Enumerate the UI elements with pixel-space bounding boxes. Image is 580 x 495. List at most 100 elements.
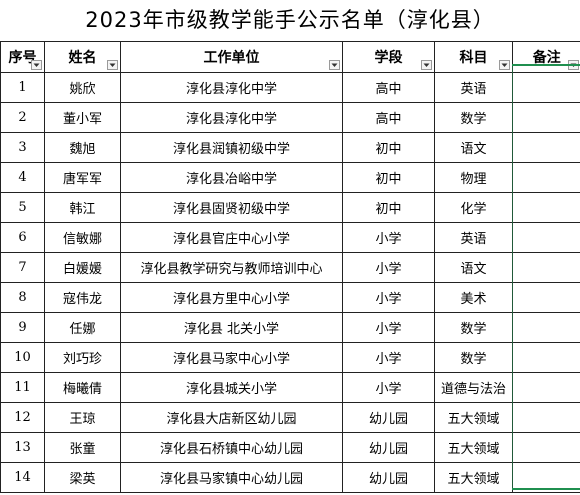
cell-no[interactable]: 2 — [0, 102, 45, 133]
cell-subject[interactable]: 英语 — [434, 222, 513, 253]
cell-remark[interactable] — [512, 132, 580, 163]
cell-no[interactable]: 1 — [0, 72, 45, 103]
cell-stage[interactable]: 高中 — [342, 102, 435, 133]
cell-remark[interactable] — [512, 402, 580, 433]
cell-stage[interactable]: 小学 — [342, 342, 435, 373]
filter-dropdown-icon[interactable] — [499, 60, 510, 70]
cell-subject[interactable]: 数学 — [434, 342, 513, 373]
cell-name[interactable]: 梁英 — [44, 462, 121, 493]
table-row: 12 王琼 淳化县大店新区幼儿园 幼儿园 五大领域 — [0, 402, 580, 433]
cell-no[interactable]: 10 — [0, 342, 45, 373]
header-label-subject: 科目 — [459, 50, 488, 66]
cell-stage[interactable]: 高中 — [342, 72, 435, 103]
cell-org[interactable]: 淳化县马家中心小学 — [120, 342, 343, 373]
cell-name[interactable]: 王琼 — [44, 402, 121, 433]
cell-name[interactable]: 信敏娜 — [44, 222, 121, 253]
filter-dropdown-icon[interactable] — [329, 60, 340, 70]
cell-no[interactable]: 4 — [0, 162, 45, 193]
cell-name[interactable]: 寇伟龙 — [44, 282, 121, 313]
cell-no[interactable]: 13 — [0, 432, 45, 463]
cell-org[interactable]: 淳化县教学研究与教师培训中心 — [120, 252, 343, 283]
header-cell-remark[interactable]: 备注 — [512, 41, 580, 73]
cell-stage[interactable]: 小学 — [342, 252, 435, 283]
cell-subject[interactable]: 五大领域 — [434, 402, 513, 433]
cell-no[interactable]: 3 — [0, 132, 45, 163]
cell-no[interactable]: 5 — [0, 192, 45, 223]
cell-stage[interactable]: 幼儿园 — [342, 432, 435, 463]
cell-subject[interactable]: 英语 — [434, 72, 513, 103]
cell-name[interactable]: 刘巧珍 — [44, 342, 121, 373]
cell-stage[interactable]: 初中 — [342, 192, 435, 223]
table-row: 8 寇伟龙 淳化县方里中心小学 小学 美术 — [0, 282, 580, 313]
filter-dropdown-icon[interactable] — [31, 60, 42, 70]
cell-subject[interactable]: 数学 — [434, 102, 513, 133]
cell-remark[interactable] — [512, 312, 580, 343]
cell-no[interactable]: 11 — [0, 372, 45, 403]
cell-org[interactable]: 淳化县官庄中心小学 — [120, 222, 343, 253]
cell-name[interactable]: 张童 — [44, 432, 121, 463]
cell-org[interactable]: 淳化县固贤初级中学 — [120, 192, 343, 223]
cell-remark[interactable] — [512, 282, 580, 313]
cell-name[interactable]: 梅曦倩 — [44, 372, 121, 403]
cell-org[interactable]: 淳化县 北关小学 — [120, 312, 343, 343]
cell-no[interactable]: 14 — [0, 462, 45, 493]
cell-subject[interactable]: 语文 — [434, 132, 513, 163]
cell-name[interactable]: 韩江 — [44, 192, 121, 223]
cell-remark[interactable] — [512, 162, 580, 193]
cell-subject[interactable]: 数学 — [434, 312, 513, 343]
cell-stage[interactable]: 初中 — [342, 162, 435, 193]
cell-remark[interactable] — [512, 102, 580, 133]
cell-subject[interactable]: 道德与法治 — [434, 372, 513, 403]
cell-org[interactable]: 淳化县方里中心小学 — [120, 282, 343, 313]
cell-org[interactable]: 淳化县淳化中学 — [120, 72, 343, 103]
cell-remark[interactable] — [512, 432, 580, 463]
cell-subject[interactable]: 化学 — [434, 192, 513, 223]
cell-stage[interactable]: 幼儿园 — [342, 402, 435, 433]
filter-dropdown-icon[interactable] — [421, 60, 432, 70]
filter-dropdown-icon[interactable] — [107, 60, 118, 70]
cell-stage[interactable]: 小学 — [342, 312, 435, 343]
header-label-no: 序号 — [8, 50, 37, 66]
header-cell-name[interactable]: 姓名 — [44, 41, 121, 73]
cell-name[interactable]: 唐军军 — [44, 162, 121, 193]
cell-stage[interactable]: 小学 — [342, 372, 435, 403]
cell-subject[interactable]: 五大领域 — [434, 432, 513, 463]
cell-no[interactable]: 9 — [0, 312, 45, 343]
cell-remark[interactable] — [512, 372, 580, 403]
cell-remark[interactable] — [512, 192, 580, 223]
cell-name[interactable]: 董小军 — [44, 102, 121, 133]
cell-remark[interactable] — [512, 252, 580, 283]
cell-org[interactable]: 淳化县冶峪中学 — [120, 162, 343, 193]
cell-subject[interactable]: 五大领域 — [434, 462, 513, 493]
cell-remark[interactable] — [512, 462, 580, 493]
cell-org[interactable]: 淳化县大店新区幼儿园 — [120, 402, 343, 433]
cell-name[interactable]: 白媛媛 — [44, 252, 121, 283]
header-cell-subject[interactable]: 科目 — [434, 41, 513, 73]
cell-name[interactable]: 任娜 — [44, 312, 121, 343]
cell-no[interactable]: 8 — [0, 282, 45, 313]
cell-name[interactable]: 魏旭 — [44, 132, 121, 163]
cell-org[interactable]: 淳化县马家镇中心幼儿园 — [120, 462, 343, 493]
cell-no[interactable]: 12 — [0, 402, 45, 433]
cell-remark[interactable] — [512, 72, 580, 103]
cell-remark[interactable] — [512, 222, 580, 253]
cell-no[interactable]: 6 — [0, 222, 45, 253]
cell-stage[interactable]: 小学 — [342, 222, 435, 253]
cell-subject[interactable]: 语文 — [434, 252, 513, 283]
header-cell-stage[interactable]: 学段 — [342, 41, 435, 73]
header-cell-org[interactable]: 工作单位 — [120, 41, 343, 73]
cell-name[interactable]: 姚欣 — [44, 72, 121, 103]
cell-org[interactable]: 淳化县淳化中学 — [120, 102, 343, 133]
cell-stage[interactable]: 小学 — [342, 282, 435, 313]
cell-org[interactable]: 淳化县石桥镇中心幼儿园 — [120, 432, 343, 463]
cell-stage[interactable]: 幼儿园 — [342, 462, 435, 493]
cell-stage[interactable]: 初中 — [342, 132, 435, 163]
cell-subject[interactable]: 物理 — [434, 162, 513, 193]
header-cell-no[interactable]: 序号 — [0, 41, 45, 73]
cell-org[interactable]: 淳化县城关小学 — [120, 372, 343, 403]
cell-subject[interactable]: 美术 — [434, 282, 513, 313]
cell-remark[interactable] — [512, 342, 580, 373]
table-row: 6 信敏娜 淳化县官庄中心小学 小学 英语 — [0, 222, 580, 253]
cell-org[interactable]: 淳化县润镇初级中学 — [120, 132, 343, 163]
cell-no[interactable]: 7 — [0, 252, 45, 283]
